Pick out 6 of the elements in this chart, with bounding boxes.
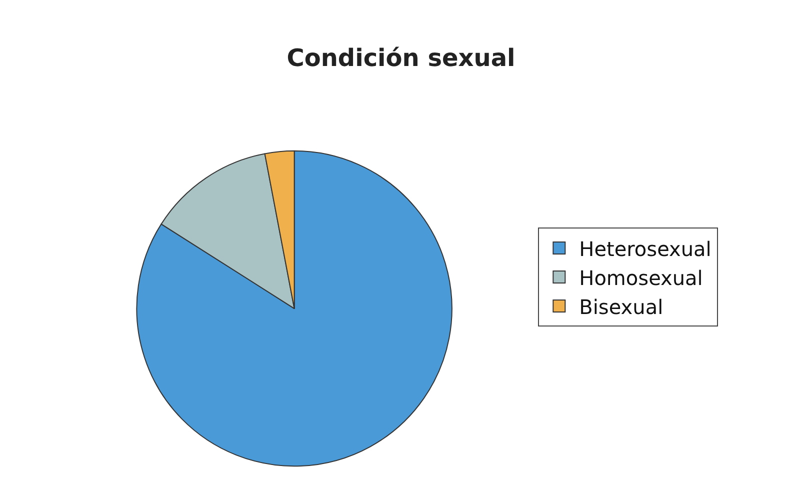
pie-slice — [160, 153, 295, 310]
chart-title: Condición sexual — [286, 44, 516, 72]
legend-label: Bisexual — [579, 294, 664, 319]
legend-label: Homosexual — [579, 266, 703, 290]
legend-label: Heterosexual — [579, 236, 712, 261]
pie-slice — [136, 150, 452, 466]
